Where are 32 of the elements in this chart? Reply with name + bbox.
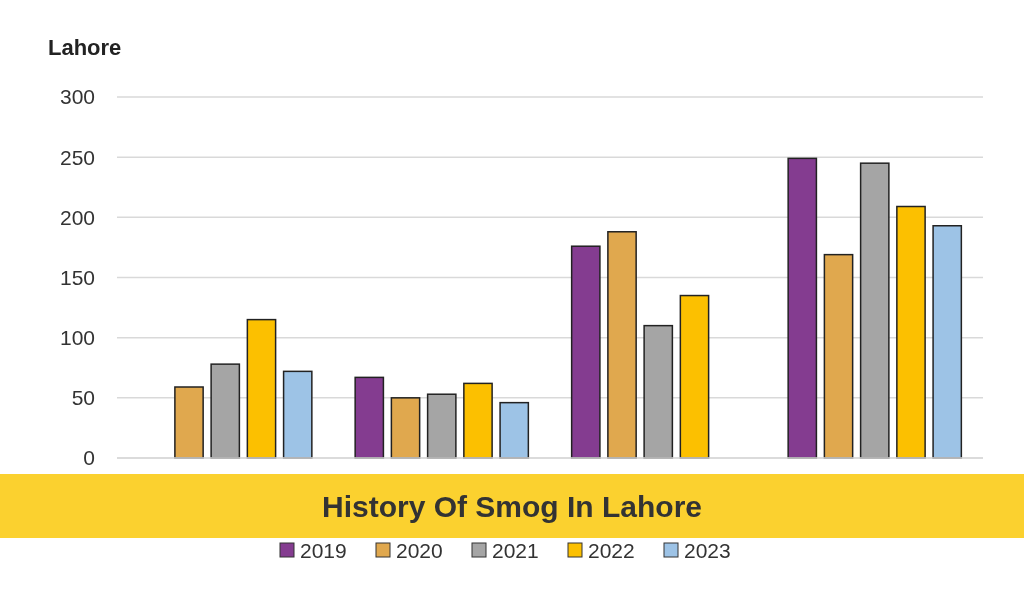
bar	[282, 370, 313, 459]
y-tick-label: 250	[59, 145, 95, 169]
bar	[246, 318, 277, 459]
bar	[354, 376, 385, 459]
bar	[823, 253, 854, 459]
y-tick-label: 100	[59, 326, 95, 350]
bar	[643, 324, 674, 459]
y-tick-label: 50	[71, 386, 95, 410]
y-tick-label: 300	[59, 85, 95, 109]
legend-label: 2019	[300, 539, 347, 563]
y-tick-label: 200	[59, 205, 95, 229]
bar	[607, 231, 637, 459]
bar	[932, 225, 963, 459]
bar	[174, 386, 204, 459]
bar	[787, 157, 818, 459]
text: History Of Smog In Lahore	[321, 489, 703, 523]
bar	[210, 363, 241, 459]
bar	[679, 294, 710, 459]
legend-label: 2023	[684, 539, 731, 563]
bar	[859, 162, 890, 459]
bar	[390, 397, 421, 459]
y-tick-label: 150	[59, 265, 95, 289]
legend-label: 2022	[588, 539, 635, 563]
bar	[896, 205, 926, 459]
y-tick-label: 0	[83, 446, 95, 470]
bar	[499, 401, 530, 459]
bar	[570, 245, 601, 459]
legend-label: 2020	[396, 539, 443, 563]
chart-title: Lahore	[48, 35, 122, 60]
legend-label: 2021	[492, 539, 539, 563]
bar	[426, 393, 457, 459]
bar	[463, 382, 493, 459]
